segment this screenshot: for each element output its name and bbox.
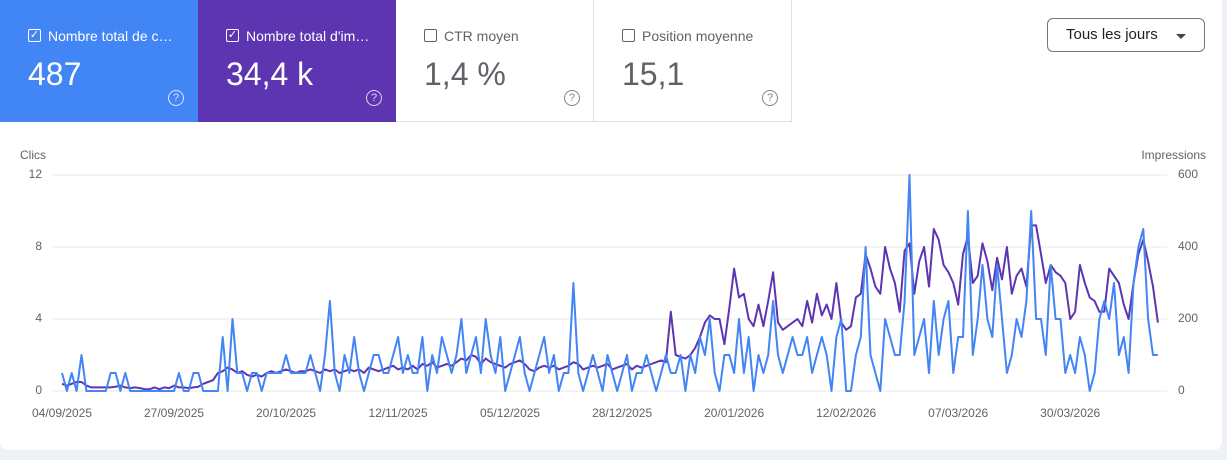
metric-card[interactable]: ✓ Nombre total de c… 487? bbox=[0, 0, 198, 122]
metric-card[interactable]: Position moyenne 15,1? bbox=[594, 0, 792, 122]
x-tick-label: 12/02/2026 bbox=[816, 406, 876, 420]
checkbox bbox=[424, 29, 437, 42]
x-tick-label: 12/11/2025 bbox=[368, 406, 427, 420]
checkbox: ✓ bbox=[28, 29, 41, 42]
y-tick-label: 12 bbox=[29, 167, 43, 181]
x-tick-label: 28/12/2025 bbox=[592, 406, 652, 420]
series-line bbox=[61, 174, 1158, 392]
help-icon: ? bbox=[564, 90, 580, 106]
metric-label: Position moyenne bbox=[642, 28, 754, 44]
chart: Clics Impressions 0 4 8 12 0 200 400 600 04/09/2… bbox=[20, 148, 1206, 420]
x-tick-label: 27/09/2025 bbox=[144, 406, 204, 420]
x-tick-label: 30/03/2026 bbox=[1040, 406, 1100, 420]
metric-card[interactable]: ✓ Nombre total d'im… 34,4 k? bbox=[198, 0, 396, 122]
y2-tick-label: 400 bbox=[1178, 239, 1198, 253]
help-icon: ? bbox=[168, 90, 184, 106]
y-tick-label: 0 bbox=[35, 383, 42, 397]
metric-label: CTR moyen bbox=[444, 28, 519, 44]
metric-label: Nombre total d'im… bbox=[246, 28, 370, 44]
help-icon: ? bbox=[762, 90, 778, 106]
x-tick-label: 05/12/2025 bbox=[480, 406, 540, 420]
y2-tick-label: 600 bbox=[1178, 167, 1198, 181]
y2-tick-label: 0 bbox=[1178, 383, 1185, 397]
metric-value: 487 bbox=[28, 56, 82, 92]
x-tick-label: 20/01/2026 bbox=[704, 406, 764, 420]
y2-tick-label: 200 bbox=[1178, 311, 1198, 325]
date-filter-button[interactable]: Tous les jours bbox=[1047, 18, 1205, 52]
y-axis-title: Clics bbox=[20, 148, 46, 162]
y-tick-label: 4 bbox=[35, 311, 42, 325]
metric-value: 15,1 bbox=[622, 56, 685, 92]
checkbox bbox=[622, 29, 635, 42]
metric-label: Nombre total de c… bbox=[48, 28, 173, 44]
y-tick-label: 8 bbox=[35, 239, 42, 253]
metric-value: 34,4 k bbox=[226, 56, 314, 92]
metric-card[interactable]: CTR moyen 1,4 %? bbox=[396, 0, 594, 122]
metric-value: 1,4 % bbox=[424, 56, 506, 92]
checkbox: ✓ bbox=[226, 29, 239, 42]
x-tick-label: 07/03/2026 bbox=[928, 406, 988, 420]
x-tick-label: 04/09/2025 bbox=[32, 406, 92, 420]
y2-axis-title: Impressions bbox=[1141, 148, 1206, 162]
panel: ✓ Nombre total de c… 487? ✓ Nombre total d'i… bbox=[0, 0, 1222, 450]
x-tick-label: 20/10/2025 bbox=[256, 406, 316, 420]
help-icon: ? bbox=[366, 90, 382, 106]
